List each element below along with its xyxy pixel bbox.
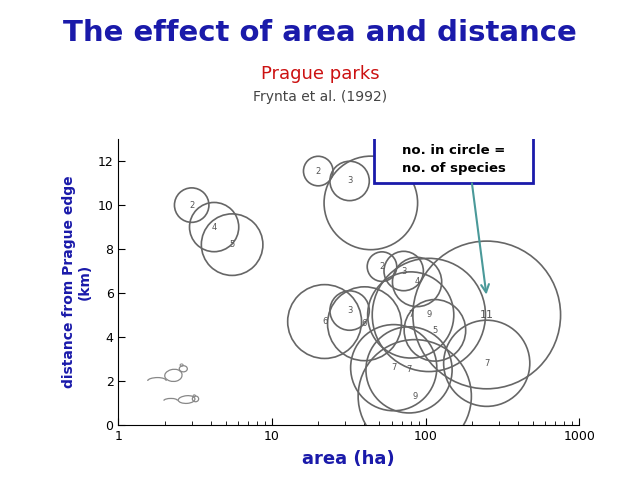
Point xyxy=(377,263,387,270)
Point xyxy=(404,366,414,374)
Point xyxy=(482,311,492,319)
Text: 2: 2 xyxy=(316,167,321,176)
Text: 2: 2 xyxy=(380,262,385,271)
Text: 5: 5 xyxy=(432,326,438,335)
Point xyxy=(313,167,323,175)
Text: The effect of area and distance: The effect of area and distance xyxy=(63,19,577,47)
Point xyxy=(410,393,420,400)
Y-axis label: distance from Prague edge
(km): distance from Prague edge (km) xyxy=(62,176,92,388)
X-axis label: area (ha): area (ha) xyxy=(303,450,395,468)
Text: 2: 2 xyxy=(189,201,195,210)
Text: 4: 4 xyxy=(211,223,217,231)
Point xyxy=(482,360,492,367)
Point xyxy=(187,201,197,209)
Text: 6: 6 xyxy=(322,317,327,326)
Text: 9: 9 xyxy=(426,311,431,320)
Text: Frynta et al. (1992): Frynta et al. (1992) xyxy=(253,90,387,104)
Point xyxy=(365,199,376,207)
Point xyxy=(424,311,434,319)
Text: 4: 4 xyxy=(415,277,420,287)
Point xyxy=(388,364,399,372)
Text: Prague parks: Prague parks xyxy=(260,65,380,83)
Point xyxy=(399,267,409,275)
Point xyxy=(344,307,355,314)
Text: 6: 6 xyxy=(362,319,367,328)
Point xyxy=(209,223,220,231)
Text: 3: 3 xyxy=(347,306,352,315)
Text: no. in circle =
no. of species: no. in circle = no. of species xyxy=(402,144,506,175)
Text: 7: 7 xyxy=(408,311,413,320)
FancyBboxPatch shape xyxy=(374,135,533,183)
Text: 3: 3 xyxy=(347,177,352,185)
Text: 7: 7 xyxy=(484,359,490,368)
Point xyxy=(359,320,369,327)
Point xyxy=(344,177,355,185)
Point xyxy=(430,326,440,334)
Point xyxy=(319,318,330,325)
Point xyxy=(227,241,237,249)
Text: 9: 9 xyxy=(412,392,417,401)
Point xyxy=(406,311,416,319)
Text: 3: 3 xyxy=(401,266,406,276)
Text: 7: 7 xyxy=(391,363,396,372)
Point xyxy=(412,278,422,286)
Text: 5: 5 xyxy=(230,240,235,249)
Text: 7: 7 xyxy=(406,365,412,374)
Text: 11: 11 xyxy=(480,310,493,320)
